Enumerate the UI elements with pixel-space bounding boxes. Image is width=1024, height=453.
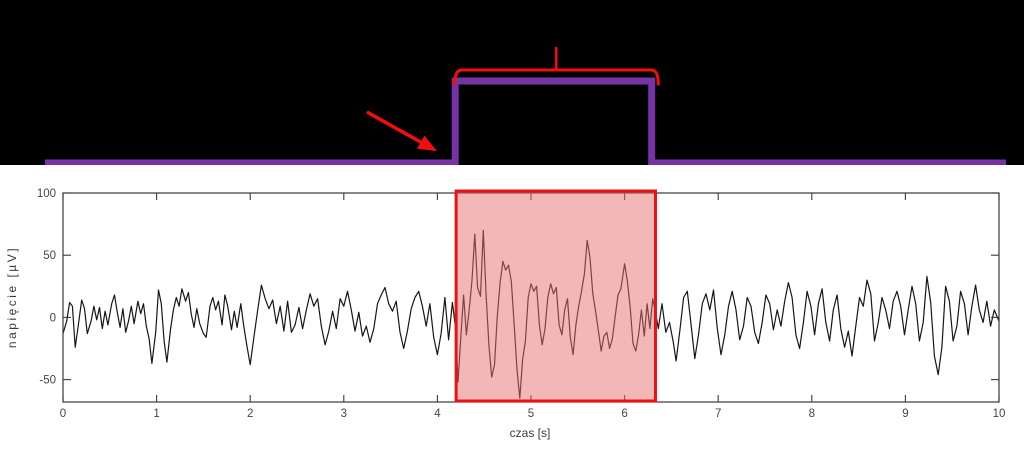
stimulus-schematic-panel — [0, 0, 1024, 165]
x-axis-label: czas [s] — [510, 426, 551, 440]
y-tick-label: 0 — [50, 312, 56, 324]
chart-generated: 0 1 2 3 4 5 6 7 8 9 10 -50 0 50 100 — [37, 188, 1006, 420]
x-tick-label: 5 — [528, 408, 534, 420]
y-tick-label: 50 — [43, 250, 56, 262]
schematic-generated — [45, 46, 1006, 165]
signal-chart-panel: 0 1 2 3 4 5 6 7 8 9 10 -50 0 50 100 czas [s] napięcie … — [0, 165, 1024, 453]
x-tick-label: 6 — [621, 408, 627, 420]
y-tick-label: 100 — [37, 188, 56, 200]
y-ticks — [63, 192, 999, 381]
x-tick-label: 8 — [809, 408, 815, 420]
x-tick-label: 3 — [341, 408, 347, 420]
x-tick-label: 10 — [993, 408, 1006, 420]
x-tick-label: 4 — [434, 408, 441, 420]
onset-arrow — [366, 110, 438, 152]
eeg-chart-svg: 0 1 2 3 4 5 6 7 8 9 10 -50 0 50 100 czas [s] napięcie … — [5, 188, 1006, 440]
stimulus-schematic-svg — [0, 0, 1024, 165]
y-tick-label: -50 — [39, 375, 56, 387]
x-tick-label: 9 — [902, 408, 908, 420]
stimulus-pulse-line — [45, 77, 1006, 165]
highlight-region-fill — [456, 191, 656, 401]
x-tick-label: 7 — [715, 408, 721, 420]
x-tick-label: 1 — [153, 408, 159, 420]
x-tick-label: 2 — [247, 408, 253, 420]
y-axis-label: napięcie [µV] — [5, 246, 19, 348]
x-tick-label: 0 — [60, 408, 66, 420]
highlight-region-border — [454, 189, 657, 403]
